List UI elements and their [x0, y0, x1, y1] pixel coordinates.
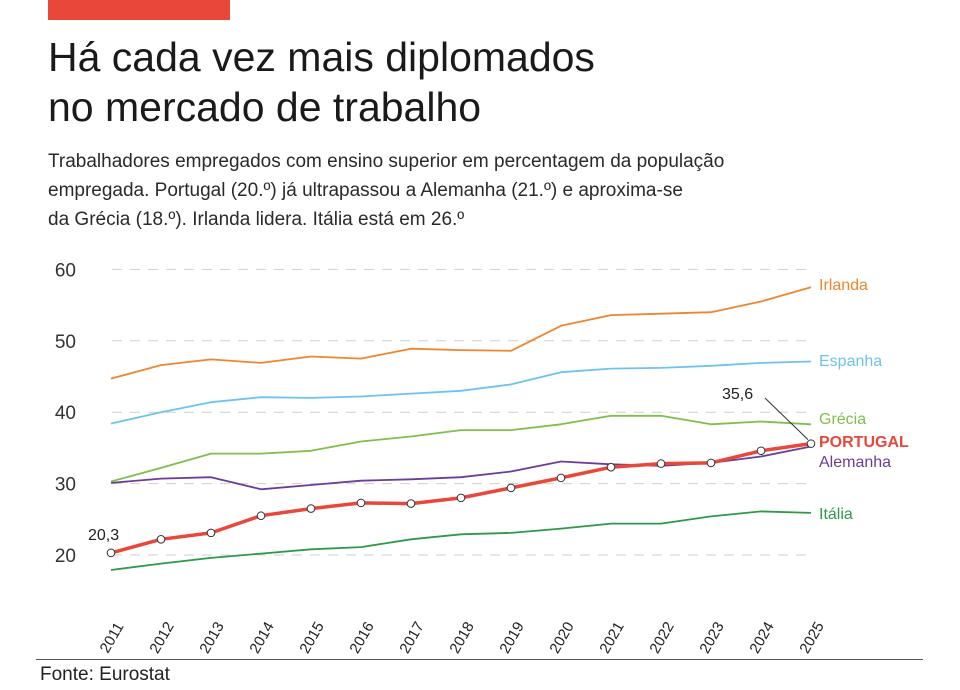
x-tick-label: 2013 — [196, 619, 227, 656]
series-line-irlanda — [110, 286, 812, 380]
annotation-start-value: 20,3 — [88, 527, 119, 544]
series-label-espanha: Espanha — [819, 353, 882, 370]
x-tick-label: 2023 — [696, 619, 727, 656]
data-point-portugal — [806, 439, 816, 448]
y-tick-label: 60 — [55, 260, 76, 281]
series-label-italia: Itália — [819, 506, 853, 523]
y-tick-label: 50 — [55, 332, 76, 353]
x-tick-label: 2022 — [646, 619, 677, 656]
x-tick-label: 2016 — [346, 619, 377, 656]
series-label-irlanda: Irlanda — [819, 277, 868, 294]
page-title: Há cada vez mais diplomados no mercado d… — [48, 32, 908, 132]
data-point-portugal — [706, 458, 716, 468]
data-point-portugal — [606, 462, 616, 472]
data-point-portugal — [106, 548, 116, 558]
page-subtitle: Trabalhadores empregados com ensino supe… — [48, 147, 928, 234]
data-point-portugal — [506, 483, 516, 493]
data-point-portugal — [156, 534, 166, 544]
y-tick-label: 20 — [55, 546, 76, 567]
y-tick-label: 40 — [55, 403, 76, 424]
series-line-espanha — [110, 360, 812, 425]
subtitle-line-2: empregada. Portugal (20.º) já ultrapasso… — [48, 180, 683, 201]
footer-divider — [36, 659, 923, 660]
x-tick-label: 2018 — [446, 619, 477, 656]
x-tick-label: 2014 — [246, 619, 277, 656]
data-point-portugal — [256, 511, 266, 521]
data-point-portugal — [356, 498, 366, 508]
series-label-portugal: PORTUGAL — [819, 434, 909, 451]
series-line-italia — [110, 510, 812, 571]
series-line-grecia — [110, 414, 812, 483]
x-tick-label: 2020 — [546, 619, 577, 656]
source-note: Fonte: Eurostat — [40, 664, 170, 685]
x-tick-label: 2017 — [396, 619, 427, 656]
data-point-portugal — [756, 446, 766, 456]
data-point-portugal — [556, 473, 566, 483]
data-point-portugal — [206, 528, 216, 538]
subtitle-line-3: da Grécia (18.º). Irlanda lidera. Itália… — [48, 209, 465, 230]
title-line-1: Há cada vez mais diplomados — [48, 34, 595, 80]
annotation-leader-line — [764, 397, 809, 440]
data-point-portugal — [406, 499, 416, 508]
data-point-portugal — [656, 459, 666, 468]
accent-bar — [48, 0, 230, 20]
annotation-end-value: 35,6 — [722, 386, 753, 403]
data-point-portugal — [456, 493, 466, 503]
x-tick-label: 2015 — [296, 619, 327, 656]
x-tick-label: 2019 — [496, 619, 527, 656]
x-tick-label: 2011 — [97, 620, 128, 656]
x-tick-label: 2024 — [746, 619, 777, 656]
subtitle-line-1: Trabalhadores empregados com ensino supe… — [48, 151, 725, 172]
x-tick-label: 2012 — [146, 619, 177, 656]
x-tick-label: 2025 — [796, 619, 827, 656]
series-label-alemanha: Alemanha — [819, 454, 891, 471]
data-point-portugal — [306, 504, 316, 513]
series-label-grecia: Grécia — [819, 411, 866, 428]
title-line-2: no mercado de trabalho — [48, 84, 482, 130]
x-tick-label: 2021 — [596, 619, 627, 656]
y-tick-label: 30 — [55, 475, 76, 496]
